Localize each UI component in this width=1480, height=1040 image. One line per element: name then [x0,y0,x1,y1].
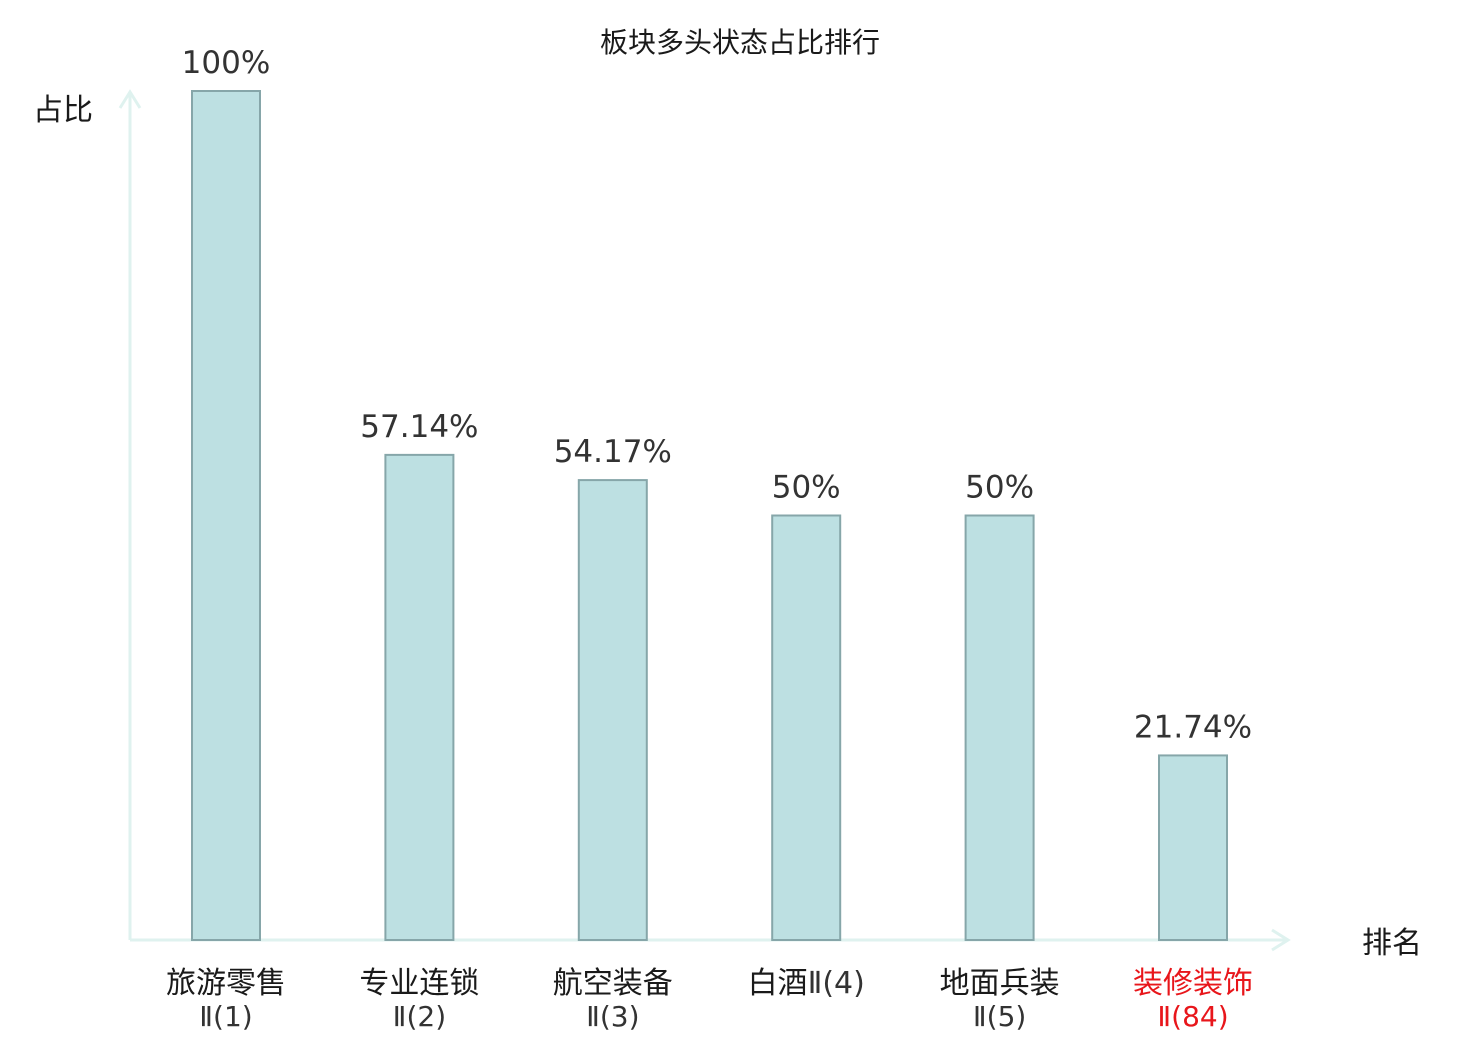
category-suffix: Ⅱ(84) [1157,1000,1228,1033]
y-axis-arrow [118,89,142,109]
category-labels-group: 旅游零售 Ⅱ(1) 专业连锁 Ⅱ(2) 航空装备 Ⅱ(3) 白酒Ⅱ(4) 地面兵装 Ⅱ(5) 装修… [166,966,1253,1033]
value-label-5: 50% [965,470,1034,506]
bar-2 [384,453,455,941]
bar-1 [191,90,261,941]
value-label-4: 50% [772,470,841,506]
category-name: 专业连锁 [359,966,479,1001]
value-label-1: 100% [182,45,271,81]
bar-5 [964,514,1035,941]
category-label-1: 旅游零售 Ⅱ(1) [166,966,286,1033]
x-axis-arrow [1271,928,1291,952]
value-label-2: 57.14% [360,409,478,445]
category-suffix: Ⅱ(4) [808,966,865,1001]
category-suffix: Ⅱ(1) [199,1000,252,1033]
category-label-3: 航空装备 Ⅱ(3) [553,966,673,1033]
x-axis [130,928,1291,952]
bars-group [191,90,1228,942]
bar-3 [577,479,648,941]
category-name: 地面兵装 [940,966,1060,1001]
value-label-3: 54.17% [554,434,672,470]
value-labels-group: 100% 57.14% 54.17% 50% 50% 21.74% [182,45,1252,745]
category-suffix: Ⅱ(2) [393,1000,446,1033]
chart-title: 板块多头状态占比排行 [600,26,880,59]
y-axis [118,89,142,940]
category-label-6: 装修装饰 Ⅱ(84) [1133,966,1253,1033]
x-axis-title: 排名 [1362,926,1422,961]
value-label-6: 21.74% [1134,709,1252,745]
category-label-5: 地面兵装 Ⅱ(5) [940,966,1060,1033]
category-name: 航空装备 [553,966,673,1001]
category-name: 白酒 [748,966,808,1001]
bar-4 [771,514,842,941]
category-suffix: Ⅱ(3) [586,1000,639,1033]
category-label-4: 白酒Ⅱ(4) [748,966,865,1001]
bar-6 [1158,754,1228,942]
category-suffix: Ⅱ(5) [973,1000,1026,1033]
category-name: 旅游零售 [166,966,286,1001]
category-label-2: 专业连锁 Ⅱ(2) [359,966,479,1033]
category-name: 装修装饰 [1133,966,1253,1001]
y-axis-title: 占比 [33,93,93,128]
